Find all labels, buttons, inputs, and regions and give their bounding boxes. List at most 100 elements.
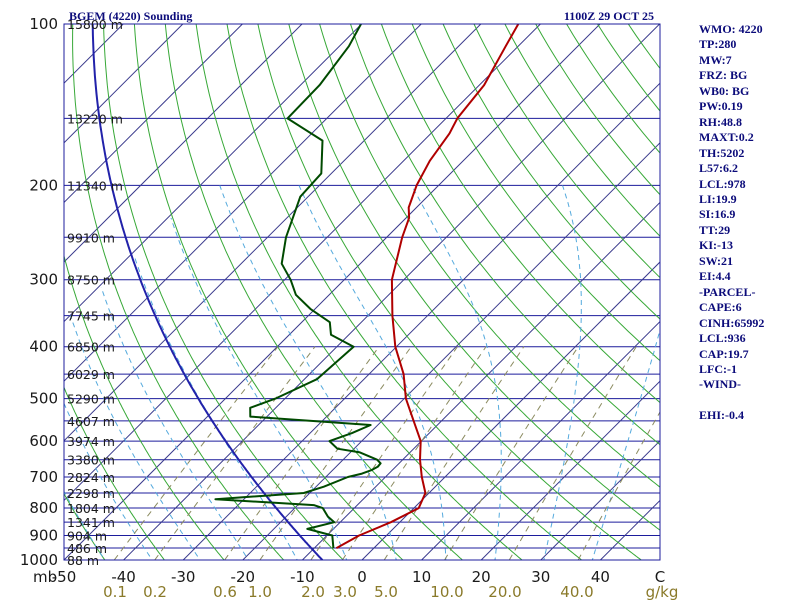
chart-title: BGEM (4220) Sounding [69,9,192,23]
mixing-ratio-label: 10.0 [430,583,463,600]
dry-adiabat [64,253,225,560]
mixing-ratio-line [224,346,380,560]
reference-curve [91,24,324,560]
pressure-tick-label: 500 [29,390,58,408]
pressure-tick-label: 600 [29,432,58,450]
height-label: 7745 m [67,309,115,324]
valid-time: 1100Z 29 OCT 25 [564,9,654,23]
height-label: 2298 m [67,486,115,501]
stat-item: MAXT:0.2 [699,130,754,145]
stat-item [699,393,799,408]
dry-adiabat [226,24,582,560]
isotherm-line [480,380,660,560]
height-label: 3974 m [67,434,115,449]
isotherm-line [540,440,660,560]
moist-adiabat [100,287,249,560]
stat-item: PW:0.19 [699,99,743,114]
isotherm-line [64,24,184,144]
stats-panel: WMO: 4220 TP:280 MW:7 FRZ: BG WB0: BG PW:0.19… [699,22,799,424]
dry-adiabat [133,24,404,560]
dry-adiabat [350,24,660,446]
mixing-ratio-label: g/kg [646,583,679,600]
dry-adiabat [442,24,660,320]
mixing-ratio-line [113,346,279,560]
height-label: 8750 m [67,273,115,288]
height-label: 15800 m [67,17,123,32]
dry-adiabat [64,386,165,560]
stat-item: EI:4.4 [699,269,731,284]
temperature-tick-label: 20 [472,568,491,586]
mixing-ratio-label: 1.0 [248,583,272,600]
dry-adiabat [164,24,463,560]
height-label: 6029 m [67,367,115,382]
stat-item: EHI:-0.4 [699,408,744,423]
mixing-ratio-label: 3.0 [333,583,357,600]
stat-item: RH:48.8 [699,114,742,129]
isotherm-line [64,24,541,502]
mixing-ratio-label: 20.0 [488,583,521,600]
height-label: 11340 m [67,178,123,193]
stat-item: FRZ: BG [699,68,748,83]
mixing-ratio-line [383,346,525,560]
moist-adiabat [411,185,502,560]
stat-item: WB0: BG [699,83,750,98]
dry-adiabat [64,492,106,560]
pressure-tick-label: 1000 [20,551,58,569]
isotherm-line [64,24,422,382]
moist-adiabat-lines [64,185,660,560]
height-label: 3380 m [67,453,115,468]
height-label: 88 m [67,553,99,568]
dewpoint-line [214,24,382,549]
mixing-ratio-line [444,346,579,560]
stat-item: KI:-13 [699,238,733,253]
moist-adiabat [219,185,397,560]
stat-item: CINH:65992 [699,315,765,330]
dry-adiabat-lines [64,24,660,560]
mixing-ratio-line [310,346,458,560]
temperature-tick-label: 10 [412,568,431,586]
temperature-tick-label: -10 [290,568,315,586]
isotherm-line [64,24,362,323]
moist-adiabat [70,315,201,560]
dry-adiabat [411,24,660,362]
isotherm-line [64,24,303,263]
stat-item: SI:16.9 [699,207,736,222]
stat-item: -PARCEL- [699,284,756,299]
stat-item: -WIND- [699,377,741,392]
mixing-ratio-line [508,346,637,560]
stat-item: TT:29 [699,222,731,237]
isotherm-line [421,320,660,560]
isotherm-line [361,261,660,560]
height-label: 6850 m [67,340,115,355]
height-label: 486 m [67,541,107,556]
pressure-tick-label: 300 [29,271,58,289]
stat-item: TH:5202 [699,145,745,160]
stat-item: LCL:978 [699,176,746,191]
pressure-tick-label: 700 [29,468,58,486]
height-label: 4607 m [67,414,115,429]
moist-adiabat [64,402,153,560]
mixing-ratio-label: 0.1 [103,583,127,600]
temperature-tick-label: 0 [357,568,367,586]
pressure-tick-label: 200 [29,176,58,194]
isotherm-line [0,24,4,560]
height-label: 9910 m [67,230,115,245]
isotherm-line [302,201,660,560]
temperature-tick-label: -30 [171,568,196,586]
height-label: 1804 m [67,501,115,516]
isotherm-line [64,24,482,442]
plot-frame [63,23,661,561]
height-label: 1341 m [67,515,115,530]
isotherm-line [242,142,660,560]
stat-item: WMO: 4220 [699,22,763,36]
isotherm-line [64,24,243,204]
temperature-tick-label: -50 [52,568,77,586]
mixing-ratio-line [259,346,412,560]
stat-item: LFC:-1 [699,361,737,376]
moist-adiabat [543,185,582,560]
height-label: 904 m [67,528,107,543]
moist-adiabat [64,490,106,560]
mixing-ratio-label: 0.2 [143,583,167,600]
